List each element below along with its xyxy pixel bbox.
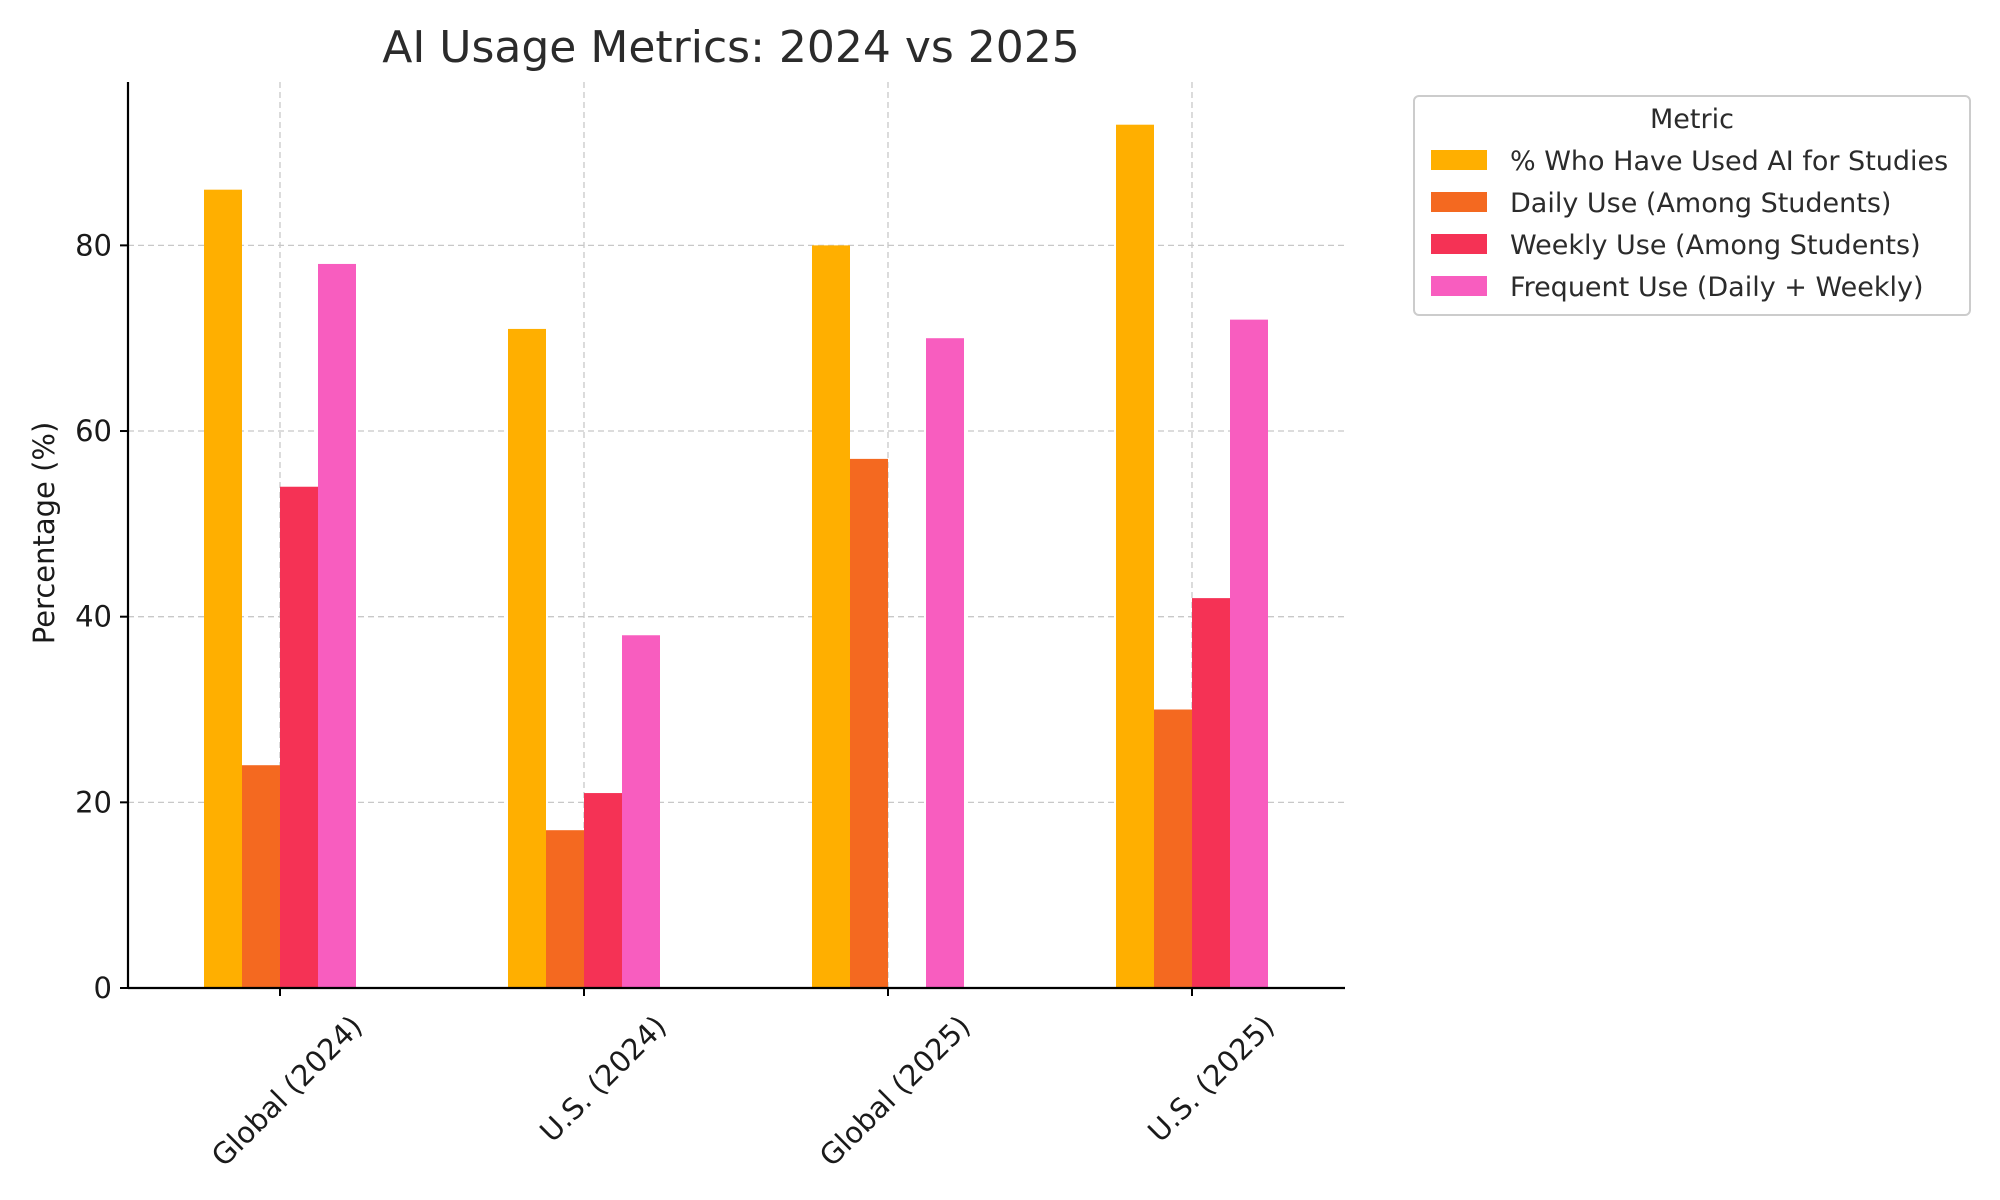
legend-label-1: Daily Use (Among Students) — [1510, 188, 1891, 219]
bar-series-1-cat-0 — [242, 765, 280, 988]
legend-swatch-1 — [1431, 192, 1487, 212]
bar-series-3-cat-1 — [622, 635, 660, 988]
bars — [204, 124, 1268, 989]
legend-label-0: % Who Have Used AI for Studies — [1510, 146, 1948, 177]
legend-swatch-3 — [1431, 276, 1487, 296]
y-axis-title: Percentage (%) — [27, 422, 61, 645]
y-tick-label-20: 20 — [75, 785, 112, 819]
bar-series-0-cat-1 — [508, 328, 546, 988]
x-tick-label-2: Global (2025) — [813, 1009, 977, 1173]
legend-label-2: Weekly Use (Among Students) — [1510, 230, 1921, 261]
bar-series-3-cat-2 — [926, 338, 964, 988]
bar-series-3-cat-3 — [1230, 319, 1268, 988]
x-tick-label-1: U.S. (2024) — [533, 1009, 673, 1149]
chart-title: AI Usage Metrics: 2024 vs 2025 — [382, 22, 1080, 73]
legend-label-3: Frequent Use (Daily + Weekly) — [1510, 272, 1923, 303]
bar-series-2-cat-1 — [584, 793, 622, 988]
bar-series-2-cat-0 — [280, 486, 318, 988]
legend-frame — [1413, 95, 1971, 316]
legend-swatch-2 — [1431, 234, 1487, 254]
x-tick-label-3: U.S. (2025) — [1141, 1009, 1281, 1149]
bar-series-1-cat-2 — [850, 458, 888, 989]
bar-series-1-cat-3 — [1154, 709, 1192, 988]
y-tick-label-40: 40 — [75, 600, 112, 634]
bar-series-0-cat-0 — [204, 189, 242, 989]
y-axis-ticks: 0 20 40 60 80 — [75, 228, 128, 1005]
bar-series-1-cat-1 — [546, 830, 584, 988]
y-tick-label-80: 80 — [75, 228, 112, 262]
x-axis-ticks: Global (2024) U.S. (2024) Global (2025) U.S… — [205, 988, 1281, 1173]
bar-series-0-cat-2 — [812, 245, 850, 988]
y-tick-label-60: 60 — [75, 414, 112, 448]
bar-series-3-cat-0 — [318, 263, 356, 988]
legend-swatch-0 — [1431, 150, 1487, 170]
axes — [126, 82, 1345, 990]
bar-series-2-cat-3 — [1192, 598, 1230, 988]
legend-items: % Who Have Used AI for Studies Daily Use … — [1431, 146, 1948, 303]
bar-series-0-cat-3 — [1116, 124, 1154, 989]
y-tick-label-0: 0 — [94, 971, 112, 1005]
legend-title: Metric — [1650, 104, 1734, 135]
legend: Metric % Who Have Used AI for Studies Dai… — [1413, 95, 1971, 316]
x-tick-label-0: Global (2024) — [205, 1009, 369, 1173]
